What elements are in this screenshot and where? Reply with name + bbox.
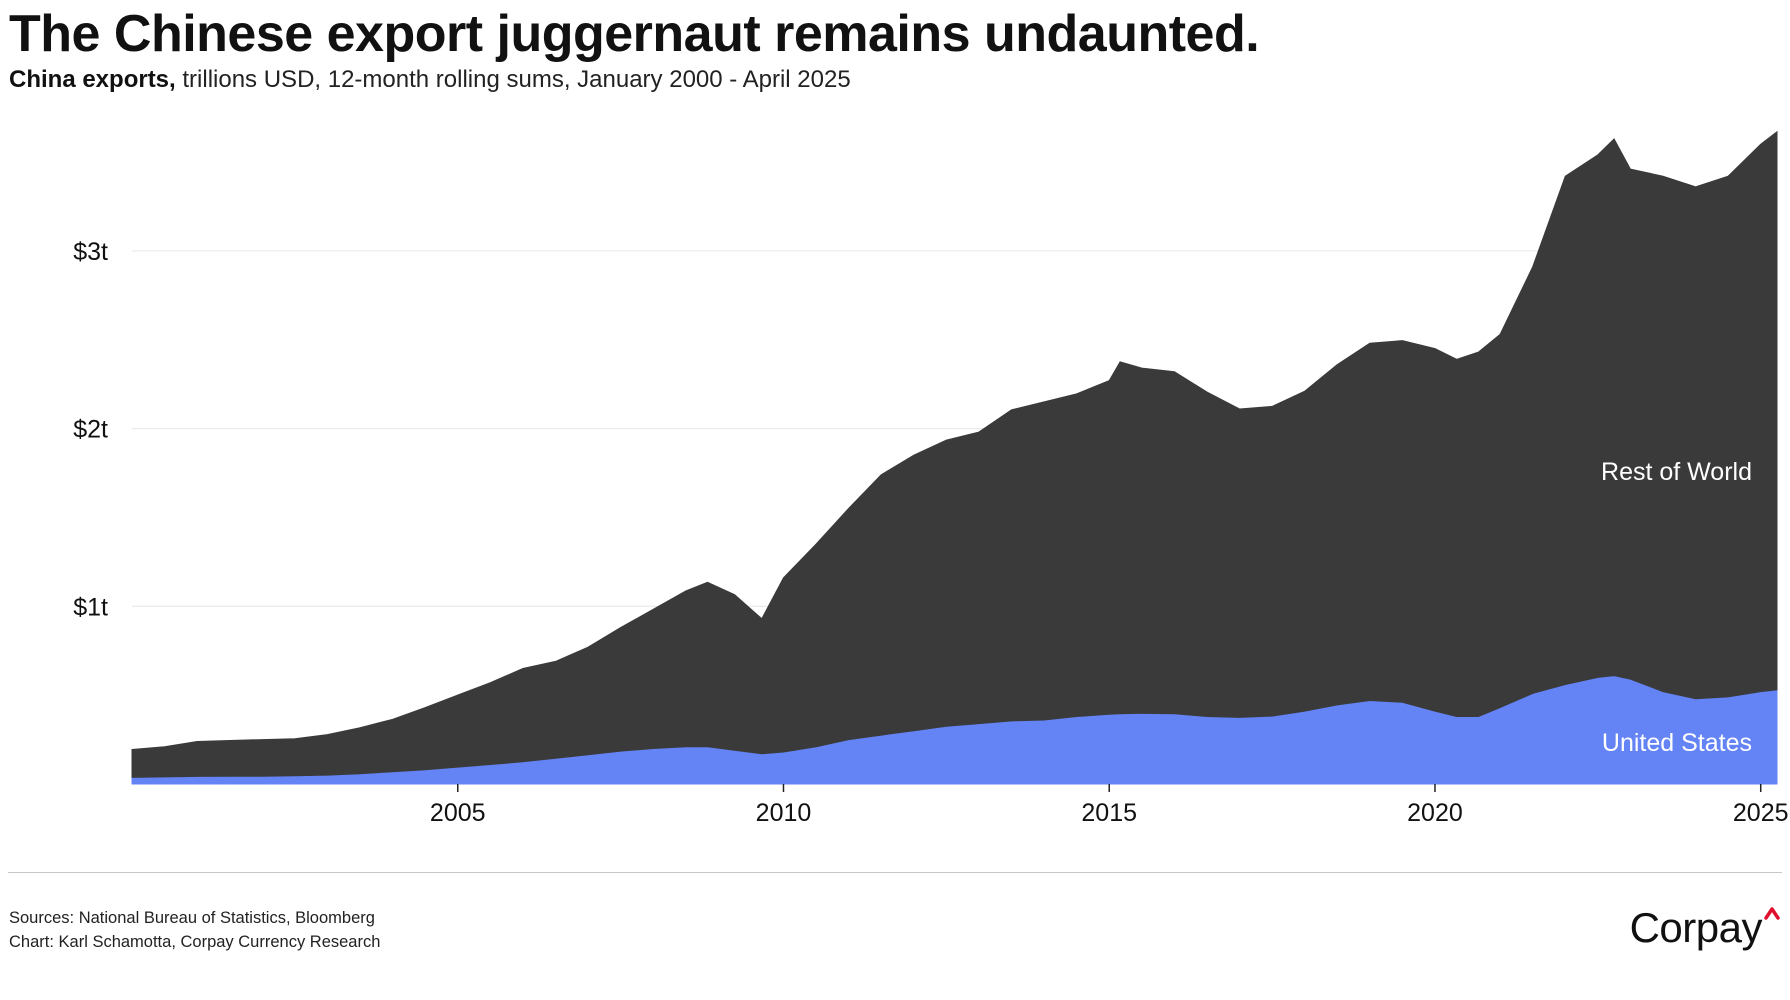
- area-rest-of-world: [131, 130, 1778, 778]
- chart-subtitle: China exports, trillions USD, 12-month r…: [9, 66, 851, 94]
- chart-credit: Chart: Karl Schamotta, Corpay Currency R…: [9, 933, 381, 951]
- stacked-area-chart: Rest of World United States $1t $2t $3t 2005…: [73, 130, 1789, 827]
- label-rest-of-world: Rest of World: [1601, 458, 1752, 486]
- x-tick-label: 2020: [1407, 799, 1463, 827]
- y-tick-label: $2t: [73, 416, 108, 444]
- series-labels: Rest of World United States: [1601, 458, 1752, 757]
- corpay-logo[interactable]: Corpay: [1630, 904, 1780, 952]
- x-tick-label: 2025: [1733, 799, 1789, 827]
- logo-caret-icon: [1764, 906, 1780, 925]
- chart-footer: Sources: National Bureau of Statistics, …: [9, 906, 380, 954]
- footer-divider: [8, 872, 1782, 873]
- y-tick-label: $1t: [73, 593, 108, 621]
- chart-title: The Chinese export juggernaut remains un…: [9, 5, 1260, 63]
- label-united-states: United States: [1602, 729, 1752, 757]
- subtitle-rest: trillions USD, 12-month rolling sums, Ja…: [175, 66, 851, 93]
- subtitle-lead: China exports,: [9, 66, 176, 93]
- area-series: [131, 130, 1778, 785]
- axes: $1t $2t $3t 2005 2010 2015 2020 2025: [73, 238, 1788, 827]
- y-tick-label: $3t: [73, 238, 108, 266]
- x-tick-label: 2005: [430, 799, 486, 827]
- x-tick-label: 2010: [756, 799, 812, 827]
- x-tick-label: 2015: [1081, 799, 1137, 827]
- sources-note: Sources: National Bureau of Statistics, …: [9, 909, 375, 927]
- logo-wordmark: Corpay: [1629, 904, 1763, 951]
